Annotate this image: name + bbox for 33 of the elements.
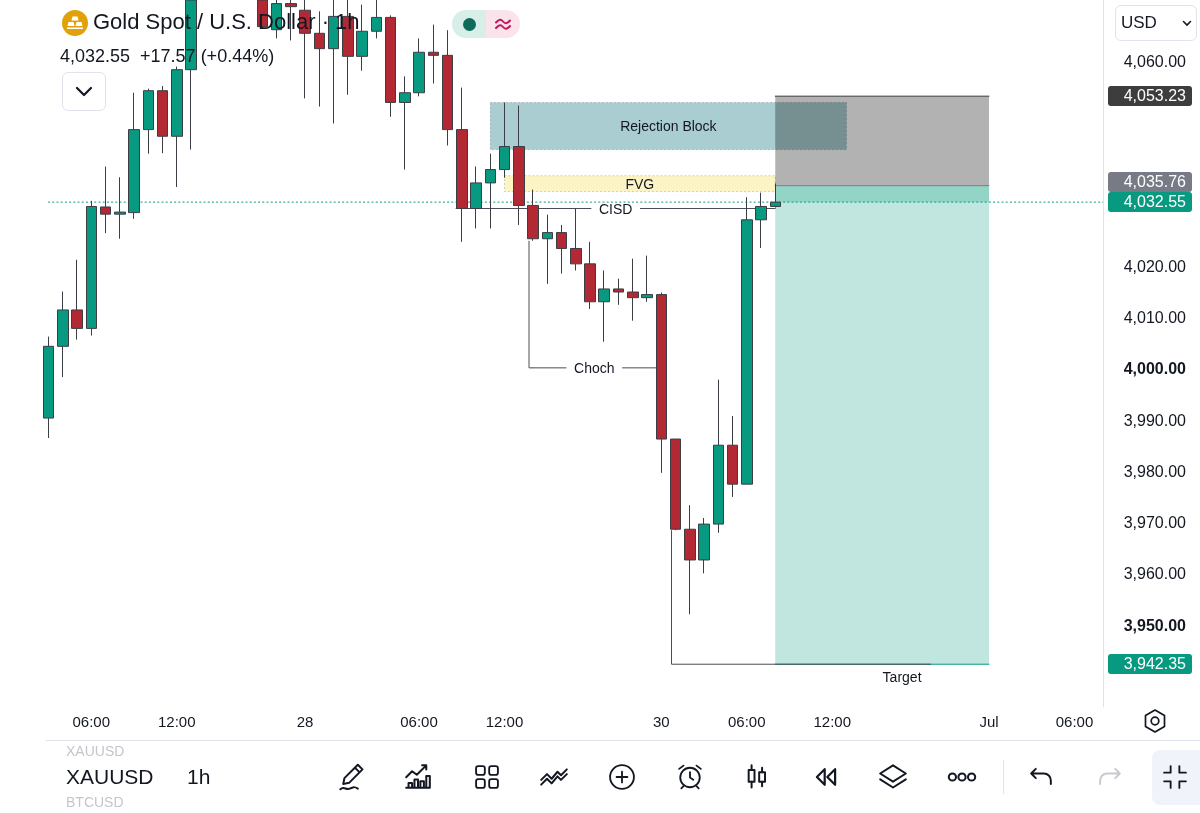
- y-tick-label: 4,035.76: [1108, 172, 1192, 193]
- y-tick-label: 3,990.00: [1123, 411, 1187, 429]
- band-label: FVG: [625, 175, 655, 192]
- y-tick-label: 3,942.35: [1108, 654, 1192, 675]
- x-tick-label: 30: [652, 713, 670, 730]
- y-tick-label: 4,053.23: [1108, 86, 1192, 107]
- band-label: Rejection Block: [620, 118, 718, 135]
- text: BTCUSD: [66, 794, 124, 810]
- x-tick-label: 06:00: [72, 713, 111, 730]
- x-tick-label: 06:00: [1055, 713, 1094, 730]
- y-tick-label: 3,980.00: [1123, 462, 1187, 480]
- ref-line-label: Target: [882, 669, 922, 686]
- y-tick-label: 4,060.00: [1123, 52, 1187, 70]
- y-tick-label: 4,000.00: [1123, 360, 1187, 378]
- ref-line-label: Choch: [574, 359, 615, 376]
- y-tick-label: 3,950.00: [1123, 616, 1187, 634]
- x-tick-label: 12:00: [485, 713, 524, 730]
- x-tick-label: 12:00: [813, 713, 852, 730]
- y-tick-label: 4,020.00: [1123, 257, 1187, 275]
- text: XAUUSD: [66, 765, 154, 789]
- text: XAUUSD: [66, 743, 125, 759]
- y-tick-label: 3,960.00: [1123, 565, 1187, 583]
- x-tick-label: 06:00: [400, 713, 438, 730]
- y-tick-label: 4,032.55: [1108, 192, 1192, 213]
- x-tick-label: Jul: [979, 713, 999, 730]
- ref-line-label: CISD: [598, 200, 633, 217]
- x-tick-label: 06:00: [727, 713, 766, 730]
- y-tick-label: 3,970.00: [1123, 514, 1187, 532]
- currency-dropdown: USD: [1115, 5, 1197, 41]
- x-tick-label: 28: [296, 713, 314, 730]
- x-tick-label: 12:00: [157, 713, 196, 730]
- text: 1h: [187, 765, 211, 789]
- y-tick-label: 4,010.00: [1123, 309, 1187, 327]
